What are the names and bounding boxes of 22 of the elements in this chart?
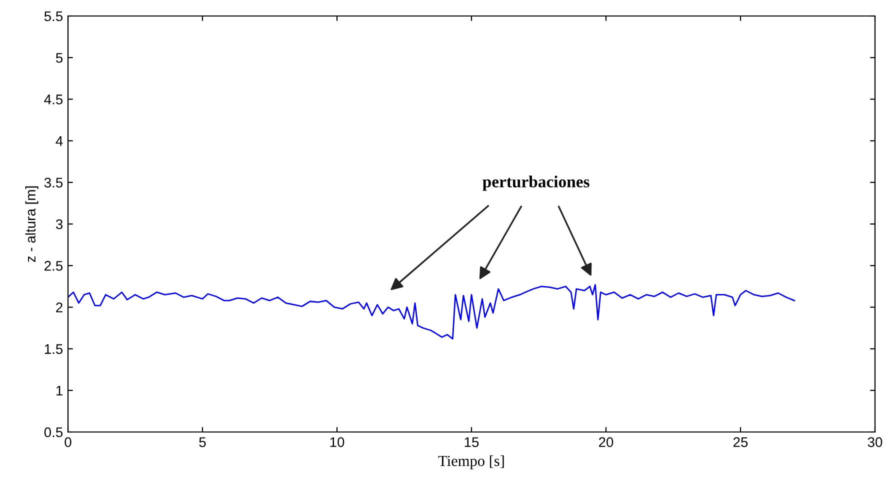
x-tick-label: 5 xyxy=(199,437,206,448)
line-series xyxy=(68,284,795,340)
annotation: perturbaciones xyxy=(482,176,590,191)
y-tick-label: 1 xyxy=(56,386,62,396)
y-tick-label: 5 xyxy=(56,53,63,63)
y-axis-title: z - altura [m] xyxy=(25,186,38,262)
y-tick-label: 3 xyxy=(56,219,63,230)
y-tick-label: 4 xyxy=(56,136,63,146)
y-tick-label: 1.5 xyxy=(44,344,63,354)
y-tick-label: 5.5 xyxy=(44,11,63,22)
y-tick-label: 0.5 xyxy=(44,427,63,438)
x-axis-title: Tiempo [s] xyxy=(438,455,504,470)
x-tick-label: 30 xyxy=(868,437,882,448)
x-tick-label: 10 xyxy=(330,437,344,448)
y-tick-label: 2 xyxy=(56,302,62,312)
y-tick-label: 3.5 xyxy=(44,178,63,188)
x-tick-label: 15 xyxy=(464,437,479,448)
x-tick-label: 25 xyxy=(733,437,748,448)
x-tick-label: 20 xyxy=(598,437,614,448)
y-tick-label: 4.5 xyxy=(44,94,63,104)
x-tick-label: 0 xyxy=(64,437,72,448)
y-tick-label: 2.5 xyxy=(44,260,63,271)
